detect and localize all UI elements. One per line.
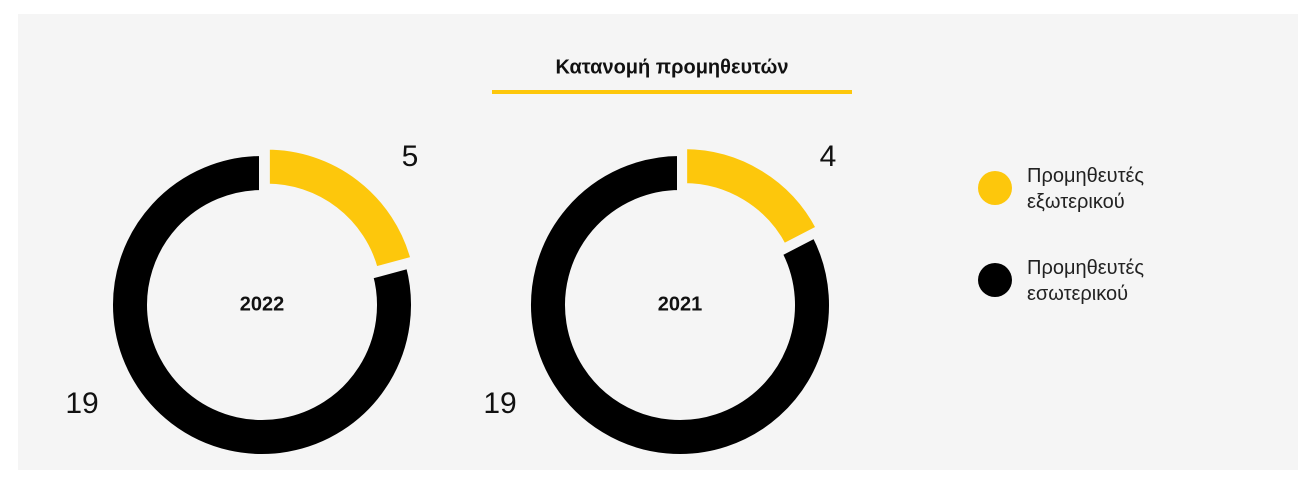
data-label: 5: [402, 140, 419, 173]
data-label: 19: [483, 387, 516, 420]
legend-swatch: [978, 263, 1012, 297]
donut-slice: [681, 143, 824, 251]
data-label: 19: [65, 387, 98, 420]
legend-label: Προμηθευτές εξωτερικού: [1027, 165, 1145, 213]
donut-slice: [263, 143, 418, 274]
donut-slice: [525, 149, 835, 460]
data-label: 4: [820, 140, 837, 173]
legend-label: Προμηθευτές εσωτερικού: [1027, 257, 1145, 305]
legend-swatch: [978, 171, 1012, 205]
title-underline: [492, 90, 852, 94]
donut-center-label: 2021: [658, 293, 703, 315]
donut-slice: [107, 149, 417, 460]
chart-title: Κατανομή προμηθευτών: [556, 56, 789, 78]
donut-center-label: 2022: [240, 293, 285, 315]
